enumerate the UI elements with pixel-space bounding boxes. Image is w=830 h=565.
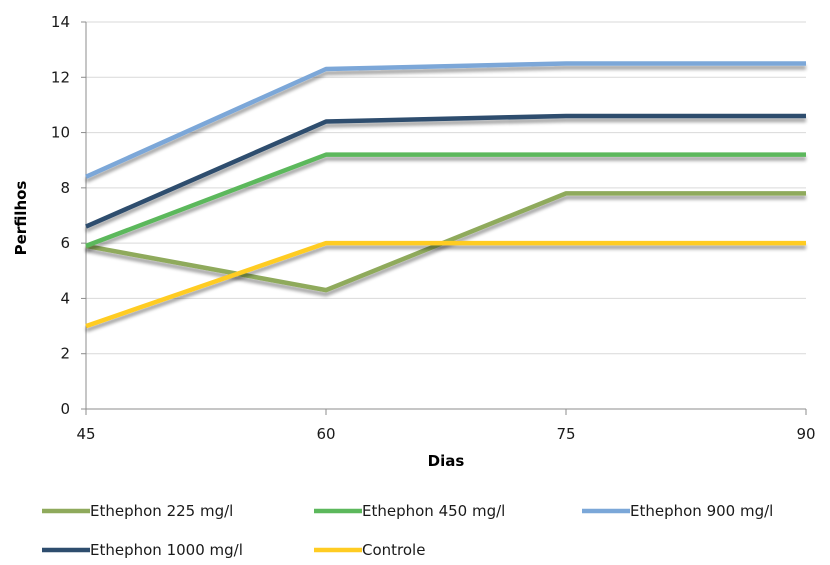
y-tick-label: 4 bbox=[60, 289, 70, 307]
legend-label: Ethephon 225 mg/l bbox=[90, 502, 233, 520]
series-lines bbox=[85, 61, 806, 329]
axes bbox=[81, 21, 807, 415]
y-axis-title: Perfilhos bbox=[12, 181, 30, 256]
y-tick-label: 0 bbox=[60, 400, 70, 418]
series-line-4 bbox=[85, 240, 806, 329]
legend-label: Ethephon 450 mg/l bbox=[362, 502, 505, 520]
y-tick-label: 10 bbox=[51, 124, 70, 142]
legend-label: Controle bbox=[362, 541, 425, 559]
series-line-1 bbox=[85, 152, 806, 249]
series-line-3 bbox=[85, 113, 806, 229]
y-tick-label: 6 bbox=[60, 234, 70, 252]
x-tick-labels: 45 60 75 90 bbox=[76, 425, 815, 443]
grid-lines bbox=[86, 21, 806, 355]
legend: Ethephon 225 mg/l Ethephon 450 mg/l Etheph… bbox=[42, 502, 773, 559]
x-tick-label: 75 bbox=[556, 425, 575, 443]
x-tick-label: 60 bbox=[316, 425, 335, 443]
y-tick-label: 8 bbox=[60, 179, 70, 197]
y-tick-label: 12 bbox=[51, 68, 70, 86]
y-tick-label: 2 bbox=[60, 345, 70, 363]
legend-label: Ethephon 1000 mg/l bbox=[90, 541, 243, 559]
x-axis-title: Dias bbox=[428, 452, 465, 470]
x-tick-label: 45 bbox=[76, 425, 95, 443]
y-tick-label: 14 bbox=[51, 13, 70, 31]
x-tick-label: 90 bbox=[796, 425, 815, 443]
series-line-2 bbox=[85, 61, 806, 179]
y-tick-labels: 0 2 4 6 8 10 12 14 bbox=[51, 13, 70, 418]
legend-label: Ethephon 900 mg/l bbox=[630, 502, 773, 520]
